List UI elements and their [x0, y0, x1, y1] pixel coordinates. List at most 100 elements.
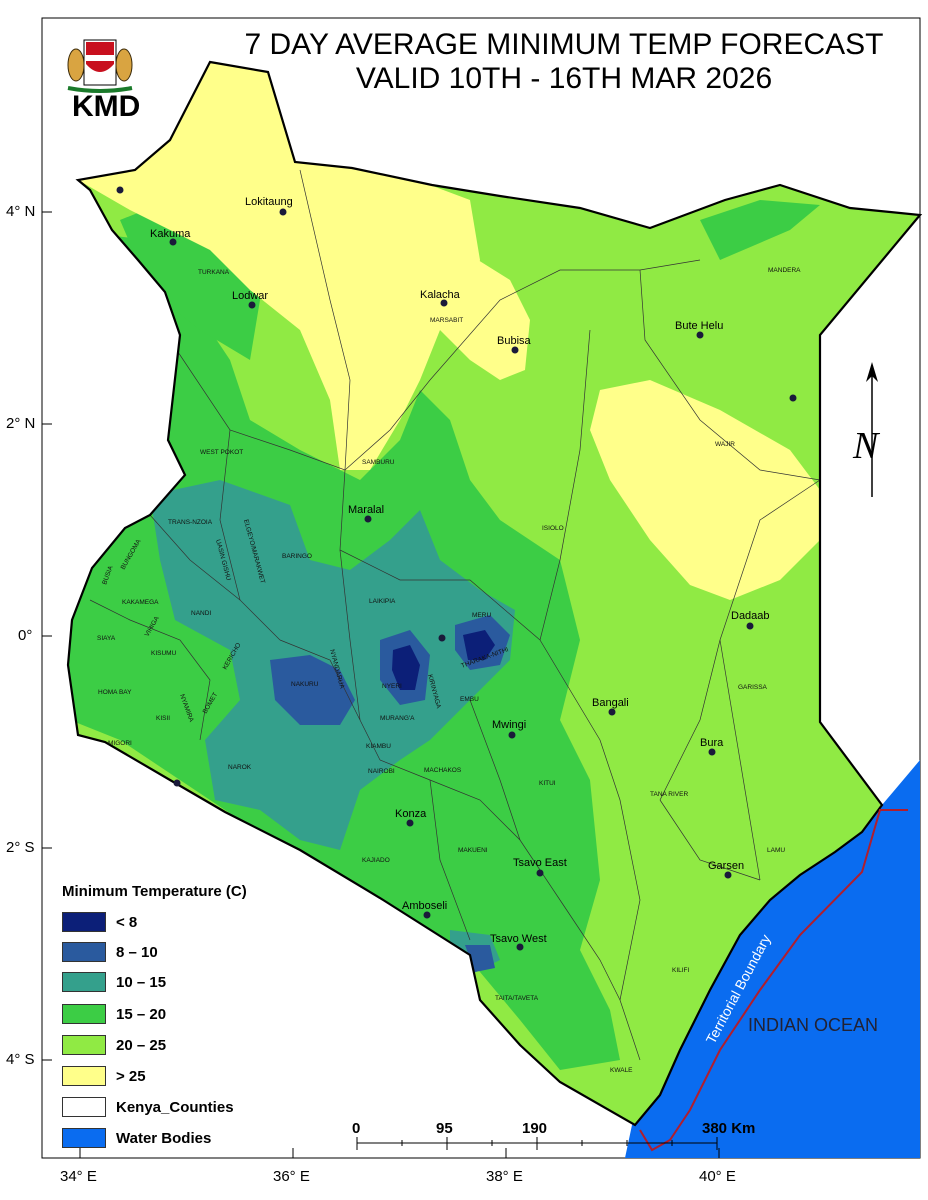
zone-8-10 — [270, 655, 355, 725]
zone-above-25-marsabit — [420, 255, 530, 380]
county-label: LAMU — [767, 847, 785, 854]
zone-below-8-meru — [463, 630, 495, 660]
kenya-outline — [66, 60, 923, 1127]
zone-15-20-northeast — [700, 200, 820, 260]
north-arrow-icon: N — [852, 362, 881, 497]
county-label: SAMBURU — [362, 459, 395, 466]
legend-swatch — [62, 1128, 106, 1148]
city-label: Mwingi — [492, 719, 526, 731]
city-points — [116, 186, 797, 951]
legend-title: Minimum Temperature (C) — [62, 883, 247, 900]
county-label: KIAMBU — [366, 743, 391, 750]
legend-label: 8 – 10 — [116, 943, 158, 961]
legend-item: 8 – 10 — [62, 940, 158, 964]
county-label: WEST POKOT — [200, 449, 243, 456]
zone-8-10-tsavo — [465, 945, 495, 972]
county-label: KISII — [156, 715, 170, 722]
lon-label: 34° E — [60, 1168, 97, 1185]
coat-of-arms-emblem — [67, 39, 133, 93]
county-label: TANA RIVER — [650, 791, 688, 798]
county-label: MACHAKOS — [424, 767, 462, 774]
zone-below-8-nyeri — [392, 645, 420, 690]
map-title: 7 DAY AVERAGE MINIMUM TEMP FORECAST — [244, 28, 884, 61]
scale-label: 380 Km — [702, 1120, 756, 1137]
scale-label: 95 — [436, 1120, 453, 1137]
city-label: Bura — [700, 737, 724, 749]
legend-item: 20 – 25 — [62, 1033, 166, 1057]
county-label: NAIROBI — [368, 768, 395, 775]
scale-label: 0 — [352, 1120, 361, 1137]
legend-item: Kenya_Counties — [62, 1095, 234, 1119]
city-label: Kakuma — [150, 228, 191, 240]
city-label: Tsavo West — [490, 933, 547, 945]
county-label: HOMA BAY — [98, 689, 132, 696]
county-label: BARINGO — [282, 553, 312, 560]
legend-swatch — [62, 1097, 106, 1117]
city-label: Dadaab — [731, 610, 770, 622]
city-label: Amboseli — [402, 900, 447, 912]
city-label: Lodwar — [232, 290, 268, 302]
ocean-label: INDIAN OCEAN — [748, 1015, 879, 1035]
county-label: KAKAMEGA — [122, 599, 159, 606]
county-label: ISIOLO — [542, 525, 564, 532]
legend-label: < 8 — [116, 913, 138, 931]
legend-item: 10 – 15 — [62, 970, 166, 994]
county-label: MURANG'A — [380, 715, 415, 722]
city-label: Bangali — [592, 697, 629, 709]
county-label: MAKUENI — [458, 847, 488, 854]
county-label: TURKANA — [198, 269, 230, 276]
lat-label: 2° S — [6, 839, 35, 856]
county-boundaries — [89, 169, 821, 1061]
county-label: MERU — [472, 612, 491, 619]
legend-swatch — [62, 1035, 106, 1055]
legend-label: > 25 — [116, 1067, 146, 1085]
county-label: SIAYA — [97, 635, 116, 642]
lat-label: 4° S — [6, 1051, 35, 1068]
compass-label: N — [852, 425, 881, 467]
county-label: WAJIR — [715, 441, 735, 448]
legend-swatch — [62, 1066, 106, 1086]
lon-label: 38° E — [486, 1168, 523, 1185]
county-label: EMBU — [460, 696, 479, 703]
city-label: Tsavo East — [513, 857, 567, 869]
grid-ticks — [42, 211, 720, 1158]
kmd-logo-text: KMD — [72, 90, 141, 123]
zone-above-25-wajir — [590, 380, 820, 600]
legend-item: > 25 — [62, 1064, 146, 1088]
city-label: Bute Helu — [675, 320, 723, 332]
territorial-boundary-line — [639, 809, 908, 1152]
city-label: Kalacha — [420, 289, 461, 301]
lat-label: 4° N — [6, 203, 36, 220]
city-label: Garsen — [708, 860, 744, 872]
county-label: TRANS-NZOIA — [168, 519, 213, 526]
ocean-area — [625, 760, 920, 1158]
legend-swatch — [62, 942, 106, 962]
lon-label: 40° E — [699, 1168, 736, 1185]
legend-label: 15 – 20 — [116, 1005, 167, 1023]
county-label: MIGORI — [108, 740, 132, 747]
map-border — [41, 17, 921, 1159]
zone-above-25-north — [78, 62, 480, 470]
county-label: NANDI — [191, 610, 211, 617]
legend-label: 20 – 25 — [116, 1036, 167, 1054]
county-label: KWALE — [610, 1067, 633, 1074]
county-label: NAKURU — [291, 681, 319, 688]
county-label: GARISSA — [738, 684, 768, 691]
legend-swatch — [62, 912, 106, 932]
lon-label: 36° E — [273, 1168, 310, 1185]
city-label: Bubisa — [497, 335, 532, 347]
map-subtitle: VALID 10TH - 16TH MAR 2026 — [355, 62, 773, 95]
legend-item: < 8 — [62, 910, 137, 934]
city-label: Maralal — [348, 504, 384, 516]
county-label: NAROK — [228, 764, 252, 771]
lat-label: 2° N — [6, 415, 36, 432]
county-label: NYERI — [382, 683, 402, 690]
county-label: MANDERA — [768, 267, 801, 274]
scale-label: 190 — [522, 1120, 548, 1137]
scale-bar — [356, 1137, 718, 1150]
county-label: KITUI — [539, 780, 556, 787]
legend-swatch — [62, 1004, 106, 1024]
county-label: KISUMU — [151, 650, 177, 657]
legend-item: 15 – 20 — [62, 1002, 166, 1026]
